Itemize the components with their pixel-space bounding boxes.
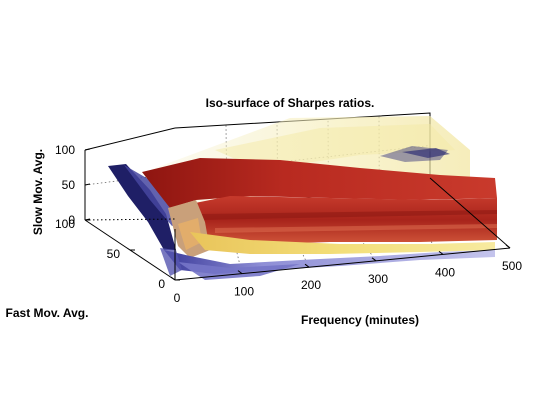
z-axis-label: Slow Mov. Avg.: [31, 149, 45, 235]
z-tick-mark: [84, 148, 91, 151]
x-tick-mark: [438, 250, 444, 255]
x-tick-label: 400: [435, 265, 455, 279]
x-tick-mark: [237, 270, 243, 275]
x-tick-label: 0: [174, 291, 181, 305]
x-tick-mark: [304, 263, 310, 268]
x-tick-label: 200: [301, 278, 321, 292]
y-tick-label: 0: [158, 277, 165, 291]
x-tick-label: 500: [502, 259, 522, 273]
x-tick-label: 100: [234, 285, 254, 299]
z-tick-mark: [84, 183, 91, 186]
x-tick-mark: [505, 244, 511, 249]
x-tick-mark: [371, 257, 377, 262]
x-tick-mark: [170, 276, 176, 281]
x-tick-label: 300: [368, 272, 388, 286]
z-tick-label: 100: [55, 143, 75, 157]
z-tick-label: 0: [68, 213, 75, 227]
z-tick-mark: [84, 218, 91, 221]
isosurface: [108, 116, 497, 280]
y-tick-label: 100: [55, 217, 75, 231]
x-axis-label: Frequency (minutes): [301, 313, 419, 327]
y-tick-label: 50: [107, 247, 121, 261]
chart-title: Iso-surface of Sharpes ratios.: [206, 96, 375, 110]
y-axis-label: Fast Mov. Avg.: [6, 306, 89, 320]
z-tick-label: 50: [62, 178, 76, 192]
